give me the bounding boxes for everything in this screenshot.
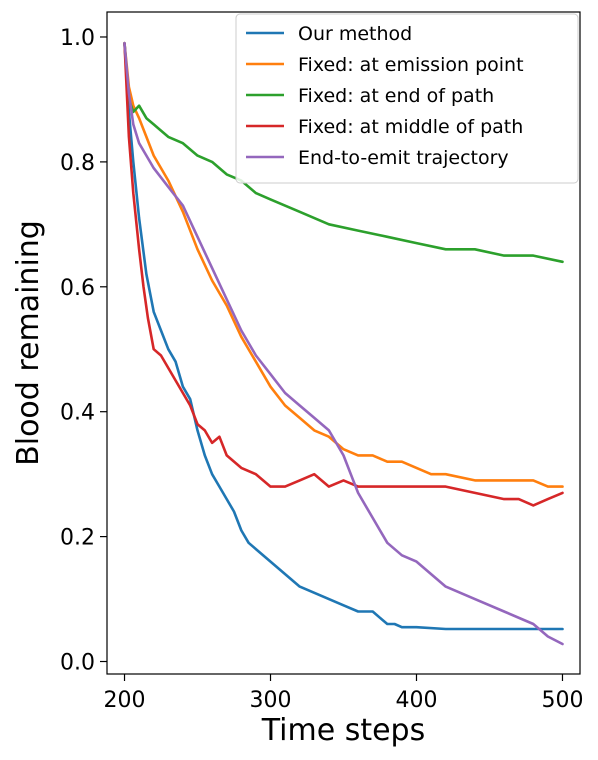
y-tick-label: 0.2 — [60, 526, 95, 551]
legend-label: Our method — [298, 23, 412, 45]
x-tick-label: 400 — [395, 688, 437, 713]
y-tick-label: 0.6 — [60, 276, 95, 301]
ticks-layer: 200 300 400 500 0.0 0.2 0.4 0.6 0.8 1.0 — [60, 26, 583, 713]
series-line-2 — [123, 41, 564, 488]
legend-label: End-to-emit trajectory — [298, 147, 509, 169]
y-tick-label: 0.0 — [60, 651, 95, 676]
legend-label: Fixed: at emission point — [298, 54, 524, 76]
y-tick-label: 1.0 — [60, 26, 95, 51]
x-tick-label: 500 — [541, 688, 583, 713]
legend-box — [235, 13, 579, 184]
plot-frame — [106, 11, 581, 675]
series-line-4 — [123, 41, 564, 507]
series-layer — [123, 41, 564, 646]
x-tick-label: 300 — [250, 688, 292, 713]
series-line-3 — [123, 41, 564, 264]
series-line-5 — [123, 41, 564, 646]
x-tick-label: 200 — [104, 688, 146, 713]
series-line-1 — [123, 41, 564, 631]
legend-label: Fixed: at end of path — [298, 85, 494, 107]
x-axis-label: Time steps — [261, 713, 425, 748]
y-tick-label: 0.4 — [60, 401, 95, 426]
legend: Our method Fixed: at emission point Fixed:… — [235, 13, 579, 184]
y-axis-label: Blood remaining — [11, 220, 46, 466]
y-tick-label: 0.8 — [60, 151, 95, 176]
legend-label: Fixed: at middle of path — [298, 116, 523, 138]
